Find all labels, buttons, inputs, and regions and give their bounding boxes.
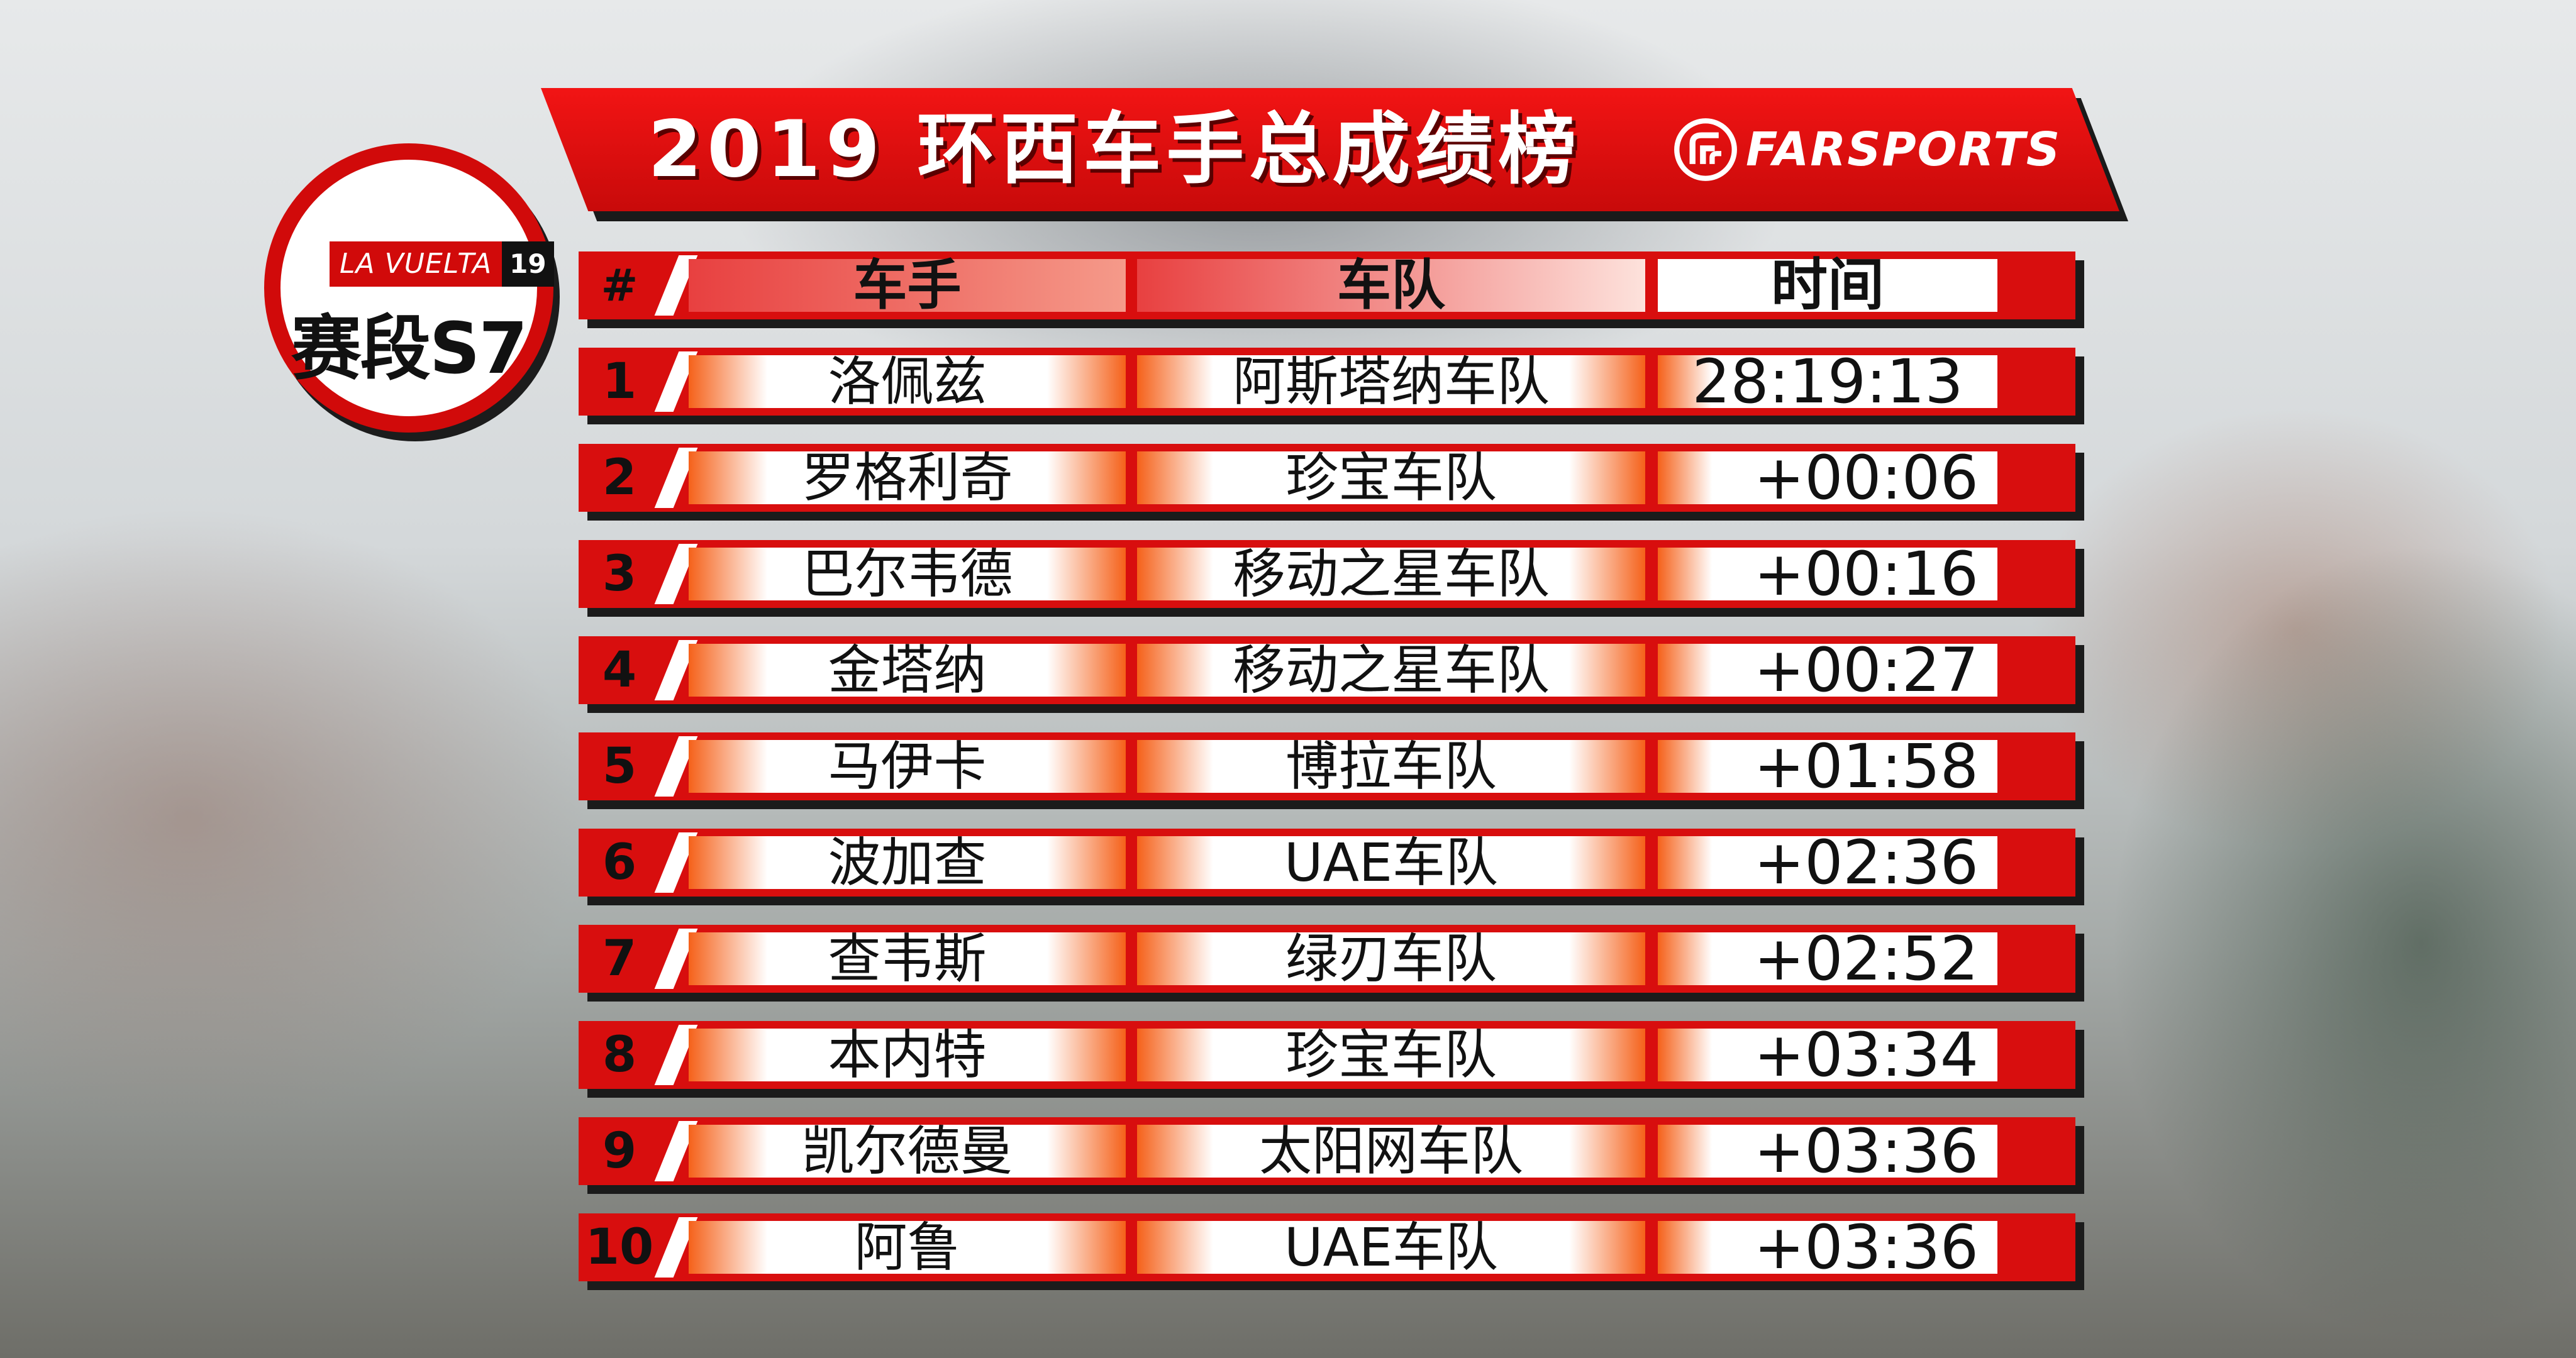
team-cell: 阿斯塔纳车队 (1137, 355, 1645, 408)
farsports-logo-icon (1674, 118, 1737, 181)
rider-cell: 查韦斯 (689, 932, 1126, 985)
table-row: 1 洛佩兹 阿斯塔纳车队 28:19:13 (579, 348, 2084, 424)
time-cell: +00:16 (1658, 544, 1997, 604)
header-rider: 车手 (689, 258, 1126, 312)
rider-cell: 阿鲁 (689, 1221, 1126, 1274)
team-cell: 移动之星车队 (1137, 548, 1645, 600)
time-cell: +03:36 (1658, 1217, 1997, 1278)
title-banner-bg (541, 88, 2119, 211)
stage-label: 赛段S7 (291, 308, 528, 390)
header-rank: # (601, 260, 638, 311)
table-row: 5 马伊卡 博拉车队 +01:58 (579, 732, 2084, 809)
rider-cell: 罗格利奇 (689, 451, 1126, 504)
rank-cell: 9 (602, 1123, 637, 1179)
table-row: 4 金塔纳 移动之星车队 +00:27 (579, 636, 2084, 713)
team-cell: UAE车队 (1137, 1221, 1645, 1274)
race-year: 19 (502, 241, 554, 287)
rank-cell: 6 (602, 834, 637, 891)
team-cell: 珍宝车队 (1137, 1029, 1645, 1081)
time-cell: +01:58 (1658, 736, 1997, 797)
time-cell: +02:52 (1658, 929, 1997, 989)
team-cell: 绿刃车队 (1137, 932, 1645, 985)
vuelta-logo: LA VUELTA 19 (330, 241, 554, 287)
race-name: LA VUELTA (330, 241, 502, 287)
rank-cell: 5 (602, 738, 637, 795)
rank-cell: 4 (602, 642, 637, 698)
time-cell: +00:27 (1658, 640, 1997, 700)
team-cell: 太阳网车队 (1137, 1125, 1645, 1178)
table-header-row: # 车手 车队 时间 (579, 251, 2084, 328)
time-cell: +03:34 (1658, 1025, 1997, 1085)
stage-badge: LA VUELTA 19 赛段S7 (264, 143, 554, 433)
time-cell: 28:19:13 (1658, 351, 1997, 412)
rank-cell: 3 (602, 546, 637, 602)
header-team: 车队 (1137, 258, 1645, 312)
rider-cell: 马伊卡 (689, 740, 1126, 793)
rider-cell: 本内特 (689, 1029, 1126, 1081)
time-cell: +00:06 (1658, 448, 1997, 508)
time-cell: +03:36 (1658, 1121, 1997, 1181)
table-row: 8 本内特 珍宝车队 +03:34 (579, 1021, 2084, 1098)
time-cell: +02:36 (1658, 832, 1997, 893)
rider-cell: 巴尔韦德 (689, 548, 1126, 600)
table-row: 3 巴尔韦德 移动之星车队 +00:16 (579, 540, 2084, 617)
brand: FARSPORTS (1673, 118, 2061, 181)
table-row: 6 波加查 UAE车队 +02:36 (579, 829, 2084, 905)
table-row: 2 罗格利奇 珍宝车队 +00:06 (579, 444, 2084, 521)
rank-cell: 10 (585, 1219, 654, 1276)
page-title: 2019 环西车手总成绩榜 (648, 104, 1582, 195)
team-cell: 移动之星车队 (1137, 644, 1645, 697)
team-cell: UAE车队 (1137, 836, 1645, 889)
brand-name: FARSPORTS (1746, 123, 2062, 177)
table-row: 10 阿鲁 UAE车队 +03:36 (579, 1213, 2084, 1290)
rank-cell: 2 (602, 450, 637, 506)
rank-cell: 1 (602, 353, 637, 410)
rider-cell: 洛佩兹 (689, 355, 1126, 408)
rider-cell: 凯尔德曼 (689, 1125, 1126, 1178)
rank-cell: 8 (602, 1027, 637, 1083)
rank-cell: 7 (602, 930, 637, 987)
rider-cell: 金塔纳 (689, 644, 1126, 697)
team-cell: 珍宝车队 (1137, 451, 1645, 504)
table-row: 9 凯尔德曼 太阳网车队 +03:36 (579, 1117, 2084, 1194)
team-cell: 博拉车队 (1137, 740, 1645, 793)
title-banner: 2019 环西车手总成绩榜 FARSPORTS (541, 88, 2128, 221)
header-time: 时间 (1658, 257, 1997, 314)
rider-cell: 波加查 (689, 836, 1126, 889)
table-row: 7 查韦斯 绿刃车队 +02:52 (579, 925, 2084, 1002)
